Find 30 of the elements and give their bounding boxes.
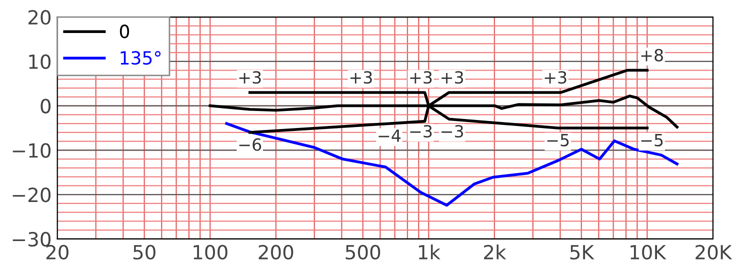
annotation: +3 — [410, 71, 432, 84]
y-tick-label: −20 — [12, 188, 51, 202]
annotation: +8 — [641, 48, 663, 62]
y-tick-label: 0 — [40, 98, 51, 114]
annotation: +3 — [350, 71, 372, 84]
legend-label: 135° — [120, 51, 161, 65]
annotation: +3 — [239, 71, 261, 84]
x-tick-label: 1k — [418, 244, 440, 260]
x-tick-label: 5K — [570, 245, 594, 260]
x-tick-label: 200 — [258, 244, 294, 260]
y-tick-label: 20 — [28, 10, 51, 25]
annotation: +3 — [544, 71, 566, 84]
annotation: −4 — [378, 130, 401, 142]
annotation: −3 — [442, 124, 464, 138]
x-tick-label: 20 — [46, 244, 68, 260]
y-tick-label: −30 — [12, 232, 51, 247]
x-tick-label: 500 — [346, 244, 380, 260]
annotation: −6 — [239, 138, 262, 151]
legend-label: 0 — [120, 24, 130, 38]
annotation: +3 — [442, 71, 464, 84]
annotation: −5 — [547, 134, 569, 146]
y-tick-label: 10 — [29, 54, 51, 70]
x-tick-label: 50 — [133, 244, 156, 260]
annotation: −3 — [410, 124, 432, 138]
y-tick-label: −10 — [12, 143, 51, 158]
annotation: −5 — [641, 134, 663, 146]
x-tick-label: 20K — [696, 244, 732, 260]
x-tick-label: 10K — [630, 244, 666, 260]
x-tick-label: 100 — [194, 244, 228, 260]
x-tick-label: 2k — [484, 244, 506, 260]
